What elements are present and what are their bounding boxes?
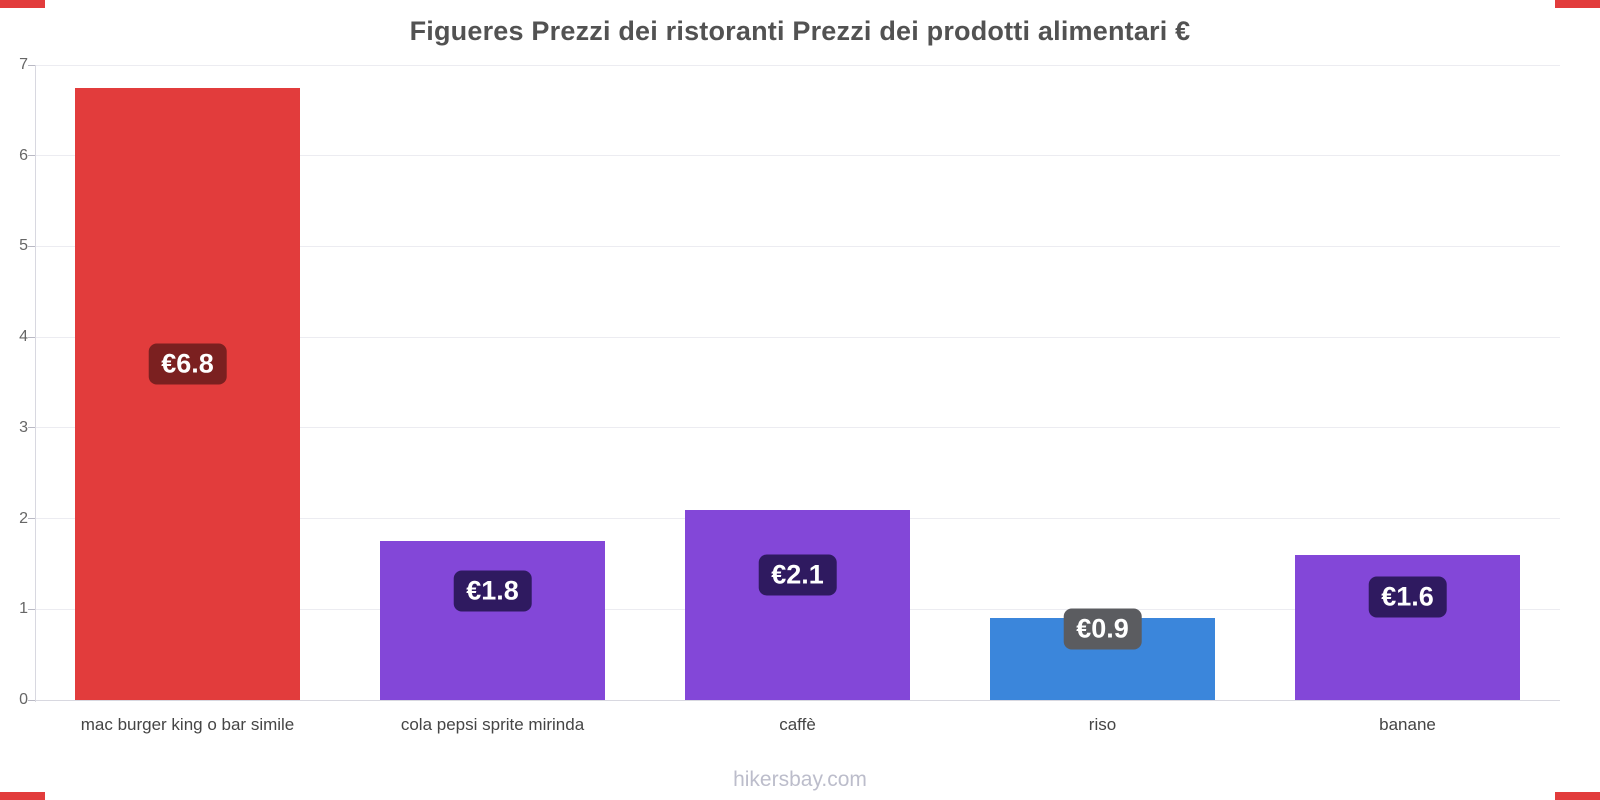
y-axis-line bbox=[35, 65, 36, 702]
gridline bbox=[35, 699, 1560, 701]
y-tick-mark bbox=[28, 518, 35, 520]
category-label: caffè bbox=[779, 715, 816, 734]
y-tick-label: 4 bbox=[19, 328, 28, 346]
y-tick-label: 0 bbox=[19, 691, 28, 708]
gridline bbox=[35, 336, 1560, 338]
category-label: cola pepsi sprite mirinda bbox=[400, 715, 585, 734]
gridline bbox=[35, 427, 1560, 429]
page-corner-mark bbox=[0, 0, 45, 8]
page-corner-mark bbox=[1555, 0, 1600, 8]
watermark: hikersbay.com bbox=[733, 768, 867, 791]
y-tick-label: 7 bbox=[19, 56, 28, 73]
value-badge: €0.9 bbox=[1063, 608, 1142, 650]
gridline bbox=[35, 155, 1560, 157]
value-badge: €1.8 bbox=[453, 570, 532, 612]
y-tick-mark bbox=[28, 699, 35, 701]
bar bbox=[75, 87, 300, 700]
y-tick-label: 3 bbox=[19, 418, 28, 436]
y-tick-label: 6 bbox=[19, 146, 28, 164]
page-corner-mark bbox=[0, 792, 45, 800]
y-tick-mark bbox=[28, 608, 35, 610]
y-tick-label: 1 bbox=[19, 600, 28, 618]
category-label: riso bbox=[1088, 715, 1117, 734]
y-tick-mark bbox=[28, 155, 35, 157]
category-label: banane bbox=[1379, 715, 1436, 734]
y-tick-mark bbox=[28, 427, 35, 429]
y-tick-mark bbox=[28, 245, 35, 247]
gridline bbox=[35, 245, 1560, 247]
gridline bbox=[35, 64, 1560, 66]
page-corner-mark bbox=[1555, 792, 1600, 800]
value-badge: €2.1 bbox=[758, 554, 837, 596]
chart-title: Figueres Prezzi dei ristoranti Prezzi de… bbox=[409, 16, 1191, 46]
value-badge: €6.8 bbox=[148, 343, 227, 385]
y-tick-label: 2 bbox=[19, 509, 28, 527]
bar bbox=[380, 541, 605, 700]
bar bbox=[685, 509, 910, 700]
y-tick-mark bbox=[28, 336, 35, 338]
category-label: mac burger king o bar simile bbox=[80, 715, 295, 734]
value-badge: €1.6 bbox=[1368, 576, 1447, 618]
y-tick-label: 5 bbox=[19, 237, 28, 255]
y-tick-mark bbox=[28, 64, 35, 66]
